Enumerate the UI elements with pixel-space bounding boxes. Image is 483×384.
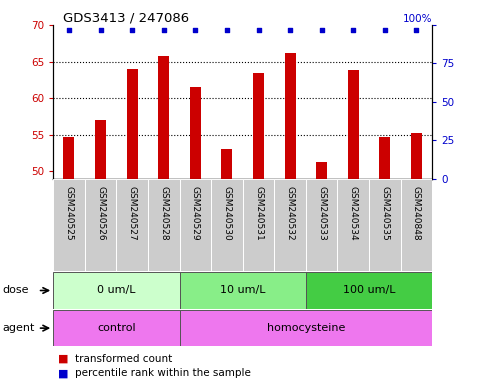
Text: ■: ■ — [58, 354, 69, 364]
Text: GDS3413 / 247086: GDS3413 / 247086 — [63, 12, 189, 25]
Text: GSM240531: GSM240531 — [254, 186, 263, 241]
Text: GSM240526: GSM240526 — [96, 186, 105, 240]
Bar — [274, 179, 306, 271]
Point — [223, 26, 231, 33]
Bar — [148, 179, 180, 271]
Point — [255, 26, 262, 33]
Bar — [243, 179, 274, 271]
Bar — [211, 179, 243, 271]
Text: dose: dose — [2, 285, 29, 296]
Text: GSM240848: GSM240848 — [412, 186, 421, 240]
Bar — [316, 162, 327, 179]
Bar — [127, 69, 138, 179]
Bar — [253, 73, 264, 179]
Bar — [180, 310, 432, 346]
Text: GSM240530: GSM240530 — [222, 186, 231, 241]
Text: 10 um/L: 10 um/L — [220, 285, 266, 296]
Bar — [180, 272, 306, 309]
Point — [286, 26, 294, 33]
Bar — [221, 149, 232, 179]
Text: 100 um/L: 100 um/L — [343, 285, 396, 296]
Text: GSM240534: GSM240534 — [349, 186, 358, 240]
Point — [318, 26, 326, 33]
Text: transformed count: transformed count — [75, 354, 172, 364]
Point — [412, 26, 420, 33]
Text: GSM240535: GSM240535 — [381, 186, 389, 241]
Point — [349, 26, 357, 33]
Text: 100%: 100% — [403, 14, 432, 24]
Bar — [158, 56, 169, 179]
Text: agent: agent — [2, 323, 35, 333]
Text: ■: ■ — [58, 368, 69, 378]
Point — [191, 26, 199, 33]
Bar — [401, 179, 432, 271]
Text: GSM240527: GSM240527 — [128, 186, 137, 240]
Bar — [53, 179, 85, 271]
Bar — [306, 272, 432, 309]
Bar — [379, 137, 390, 179]
Bar — [411, 133, 422, 179]
Text: homocysteine: homocysteine — [267, 323, 345, 333]
Bar — [348, 70, 359, 179]
Bar — [306, 179, 338, 271]
Text: GSM240529: GSM240529 — [191, 186, 200, 240]
Point — [97, 26, 104, 33]
Text: 0 um/L: 0 um/L — [97, 285, 136, 296]
Bar — [53, 272, 180, 309]
Point — [381, 26, 389, 33]
Text: control: control — [97, 323, 136, 333]
Text: GSM240533: GSM240533 — [317, 186, 326, 241]
Bar — [63, 137, 74, 179]
Bar — [53, 310, 180, 346]
Bar — [116, 179, 148, 271]
Bar — [95, 120, 106, 179]
Bar — [284, 53, 296, 179]
Text: percentile rank within the sample: percentile rank within the sample — [75, 368, 251, 378]
Bar — [369, 179, 401, 271]
Text: GSM240525: GSM240525 — [64, 186, 73, 240]
Bar — [85, 179, 116, 271]
Point — [160, 26, 168, 33]
Bar — [338, 179, 369, 271]
Text: GSM240532: GSM240532 — [285, 186, 295, 240]
Bar — [190, 87, 201, 179]
Text: GSM240528: GSM240528 — [159, 186, 168, 240]
Point — [128, 26, 136, 33]
Point — [65, 26, 73, 33]
Bar — [180, 179, 211, 271]
